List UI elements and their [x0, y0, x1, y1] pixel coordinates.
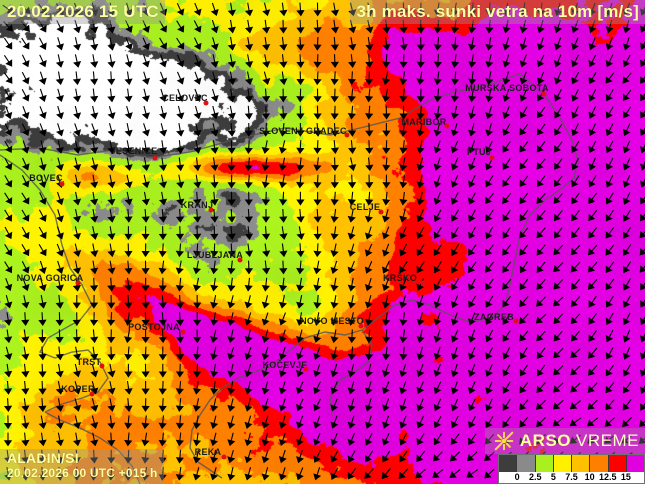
legend-swatch	[535, 455, 554, 472]
legend-tick: 10	[584, 472, 595, 482]
legend-swatch	[572, 455, 591, 472]
legend-tick: 12.5	[598, 472, 617, 482]
legend-tick: 2.5	[528, 472, 542, 482]
valid-time-stamp: 20.02.2026 15 UTC	[0, 0, 165, 24]
legend-tick: 7.5	[565, 472, 578, 482]
legend-swatch	[590, 455, 609, 472]
legend-tick-labels: 0 2.5 5 7.5 10 12.5 15	[499, 472, 644, 484]
legend-swatch	[626, 455, 644, 472]
color-scale-legend[interactable]: 0 2.5 5 7.5 10 12.5 15	[498, 454, 645, 484]
legend-swatch	[553, 455, 572, 472]
arso-vreme-logo[interactable]: ARSO VREME	[484, 428, 645, 454]
legend-tick: 15	[620, 472, 631, 482]
legend-tick: 5	[550, 472, 556, 482]
model-info-box: ALADIN/SI 20.02.2026 00 UTC +015 h	[0, 449, 164, 484]
model-name: ALADIN/SI	[7, 450, 79, 466]
arso-brand-text: ARSO	[519, 431, 572, 450]
legend-tick: 0	[514, 472, 520, 482]
legend-swatch	[517, 455, 536, 472]
sun-icon	[494, 431, 514, 451]
legend-swatch	[499, 455, 518, 472]
vreme-brand-text: VREME	[576, 431, 639, 450]
map-parameter-title: 3h maks. sunki vetra na 10m [m/s]	[350, 0, 645, 24]
legend-swatch-strip	[499, 455, 644, 472]
model-run-time: 20.02.2026 00 UTC +015 h	[7, 466, 158, 480]
legend-swatch	[608, 455, 627, 472]
